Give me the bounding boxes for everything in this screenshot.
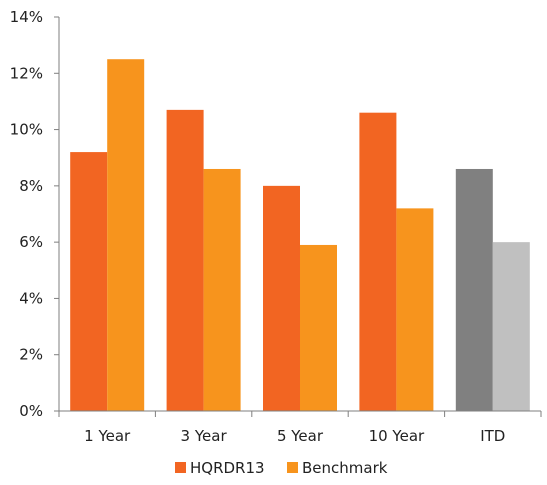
legend-label: Benchmark [302, 459, 388, 477]
y-tick-label: 12% [10, 64, 43, 82]
legend-label: HQRDR13 [190, 459, 265, 477]
axes [54, 16, 542, 417]
y-tick-label: 6% [19, 233, 43, 251]
bar [455, 168, 493, 411]
y-tick-label: 10% [10, 121, 43, 139]
bar [359, 112, 397, 411]
bar [396, 208, 434, 411]
x-axis-labels: 1 Year 3 Year 5 Year 10 Year ITD [84, 427, 505, 445]
legend-swatch [175, 462, 186, 473]
bar [70, 152, 108, 412]
x-tick-label: 5 Year [277, 427, 324, 445]
y-tick-label: 4% [19, 289, 43, 307]
bar [263, 185, 300, 411]
legend: HQRDR13 Benchmark [175, 459, 388, 477]
x-tick-label: 1 Year [84, 427, 131, 445]
y-tick-label: 0% [19, 402, 43, 420]
bar [300, 244, 337, 411]
bar [166, 109, 204, 411]
y-tick-label: 14% [10, 8, 43, 26]
x-tick-label: ITD [480, 427, 505, 445]
y-tick-label: 8% [19, 177, 43, 195]
x-tick-label: 3 Year [181, 427, 228, 445]
legend-swatch [287, 462, 298, 473]
y-axis-labels: 0% 2% 4% 6% 8% 10% 12% 14% [10, 8, 43, 420]
bars [70, 59, 530, 412]
bar [203, 168, 241, 411]
x-tick-label: 10 Year [369, 427, 425, 445]
bar [492, 242, 530, 411]
y-tick-label: 2% [19, 346, 43, 364]
bar [107, 59, 145, 411]
